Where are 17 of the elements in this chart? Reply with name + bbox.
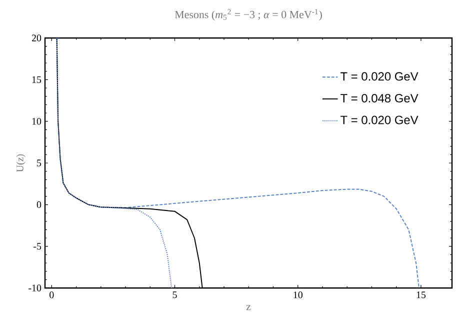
x-tick-label: 15 [416, 292, 426, 298]
y-tick-label: 15 [32, 76, 42, 83]
legend-label: T = 0.048 GeV [340, 94, 418, 102]
y-tick-label: -5 [34, 243, 42, 250]
legend-label: T = 0.020 GeV [340, 72, 418, 81]
legend-label: T = 0.020 GeV [340, 116, 418, 124]
y-tick-label: 20 [32, 34, 42, 42]
x-tick-label: 5 [172, 292, 177, 298]
x-axis-title: z [246, 305, 251, 310]
y-axis-title: U(z) [16, 154, 26, 172]
y-tick-label: 5 [37, 160, 42, 166]
x-tick-label: 0 [50, 292, 54, 298]
chart-title: Mesons (m$_{5}$$^{2}$ = −3 ; α = 0 MeV$^{-1}$) [174, 9, 322, 20]
y-tick-label: -10 [28, 284, 42, 292]
y-tick-label: 0 [36, 201, 42, 208]
x-tick-label: 10 [294, 292, 302, 298]
y-tick-label: 10 [32, 118, 42, 125]
